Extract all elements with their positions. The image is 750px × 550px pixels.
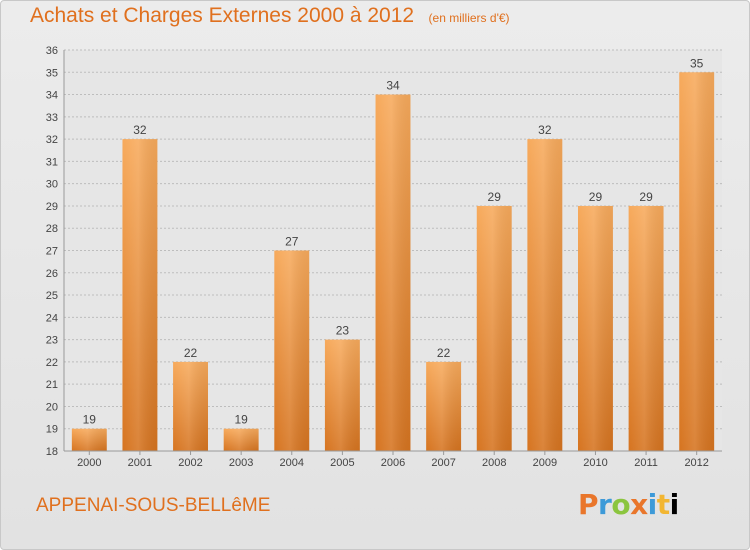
x-tick-label: 2009 <box>533 457 557 469</box>
y-tick-label: 29 <box>46 201 58 213</box>
data-label: 32 <box>538 123 552 137</box>
bar-sheen <box>173 361 209 451</box>
y-tick-label: 32 <box>46 134 58 146</box>
data-labels: 19 32 22 19 27 23 34 22 29 32 29 29 35 <box>83 56 704 426</box>
bar-sheen <box>679 72 715 452</box>
y-tick-label: 24 <box>46 312 58 324</box>
bar-sheen <box>71 428 107 451</box>
bar-sheen <box>122 139 158 451</box>
bar-sheen <box>476 205 512 451</box>
bars <box>71 72 715 452</box>
x-tick-label: 2012 <box>684 457 708 469</box>
x-tick-label: 2007 <box>431 457 455 469</box>
bar-sheen <box>577 205 613 451</box>
y-tick-label: 36 <box>46 45 58 57</box>
y-tick-label: 18 <box>46 446 58 458</box>
x-tick-label: 2001 <box>128 457 152 469</box>
bar-sheen <box>426 361 462 451</box>
y-tick-label: 27 <box>46 246 58 258</box>
y-axis-ticks: 18 19 20 21 22 23 24 25 26 27 28 29 30 31 32 33 34 35 36 <box>46 45 58 458</box>
data-label: 19 <box>234 413 248 427</box>
bar-sheen <box>527 139 563 451</box>
y-tick-label: 23 <box>46 335 58 347</box>
data-label: 29 <box>488 190 502 204</box>
chart-title: Achats et Charges Externes 2000 à 2012 <box>30 4 415 27</box>
y-tick-label: 35 <box>46 67 58 79</box>
chart-title-block: Achats et Charges Externes 2000 à 2012 (… <box>30 4 510 28</box>
x-tick-label: 2000 <box>77 457 101 469</box>
x-axis-ticks: 2000 2001 2002 2003 2004 2005 2006 2007 2008 2009… <box>77 451 709 469</box>
bar-sheen <box>628 205 664 451</box>
x-tick-label: 2003 <box>229 457 253 469</box>
commune-name: APPENAI-SOUS-BELLêME <box>36 495 271 516</box>
data-label: 19 <box>83 413 97 427</box>
data-label: 22 <box>184 346 198 360</box>
y-tick-label: 20 <box>46 401 58 413</box>
y-tick-label: 25 <box>46 290 58 302</box>
data-label: 29 <box>639 190 653 204</box>
y-tick-label: 34 <box>46 90 58 102</box>
data-label: 29 <box>589 190 603 204</box>
y-tick-label: 22 <box>46 357 58 369</box>
x-tick-label: 2010 <box>583 457 607 469</box>
y-tick-label: 21 <box>46 379 58 391</box>
data-label: 32 <box>133 123 147 137</box>
x-tick-label: 2006 <box>381 457 405 469</box>
x-tick-label: 2005 <box>330 457 354 469</box>
data-label: 22 <box>437 346 451 360</box>
bar-sheen <box>324 339 360 451</box>
y-tick-label: 28 <box>46 223 58 235</box>
proxiti-logo: Proxiti <box>578 488 679 521</box>
bar-sheen <box>223 428 259 451</box>
y-tick-label: 30 <box>46 179 58 191</box>
chart-subtitle: (en milliers d'€) <box>428 11 510 25</box>
y-tick-label: 31 <box>46 156 58 168</box>
y-tick-label: 26 <box>46 268 58 280</box>
y-tick-label: 19 <box>46 424 58 436</box>
x-tick-label: 2004 <box>280 457 304 469</box>
data-label: 27 <box>285 235 299 249</box>
data-label: 23 <box>336 324 350 338</box>
data-label: 34 <box>386 79 400 93</box>
x-tick-label: 2008 <box>482 457 506 469</box>
x-tick-label: 2002 <box>178 457 202 469</box>
bar-sheen <box>274 250 310 451</box>
bar-sheen <box>375 94 411 452</box>
data-label: 35 <box>690 56 704 70</box>
y-tick-label: 33 <box>46 112 58 124</box>
x-tick-label: 2011 <box>634 457 658 469</box>
